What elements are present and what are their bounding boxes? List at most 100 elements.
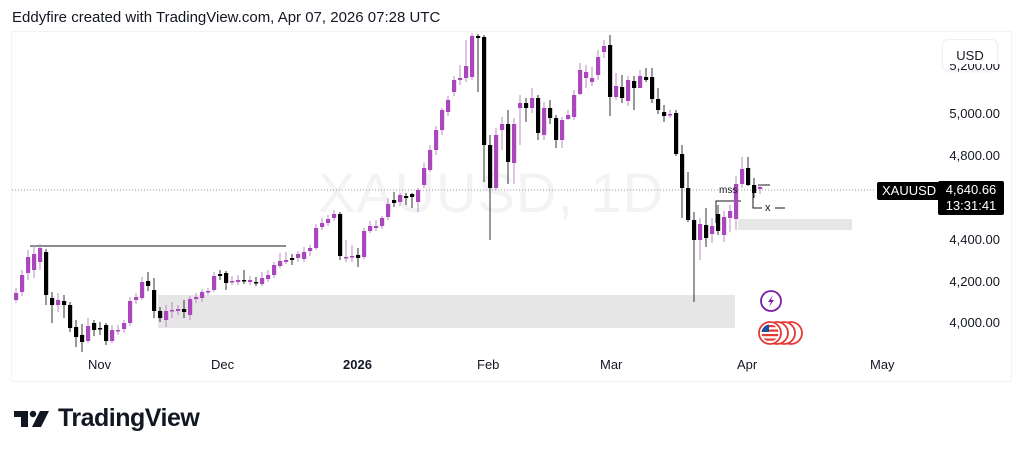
tradingview-logo-icon: [14, 410, 49, 427]
candle: [560, 117, 565, 148]
bar-countdown: 13:31:41: [945, 198, 997, 213]
candle: [392, 192, 397, 207]
candle: [554, 115, 559, 148]
candle: [362, 228, 367, 259]
time-tick-mar: Mar: [600, 357, 623, 372]
tradingview-logo[interactable]: TradingView: [14, 404, 200, 433]
candle: [242, 270, 247, 284]
chart-frame[interactable]: [11, 31, 1012, 382]
attribution-text: Eddyfire created with TradingView.com, A…: [12, 9, 441, 26]
candle: [590, 67, 595, 86]
symbol-tag: XAUUSD: [877, 182, 942, 200]
candle: [668, 110, 673, 118]
candle: [146, 272, 151, 291]
candle: [440, 108, 445, 135]
candle: [470, 33, 475, 80]
time-tick-2026: 2026: [343, 357, 372, 372]
economic-event-flag-icon[interactable]: [758, 320, 806, 346]
candle: [254, 277, 259, 286]
candle: [356, 248, 361, 267]
candle: [404, 193, 409, 205]
candle: [704, 208, 709, 247]
candle: [80, 324, 85, 352]
last-price: 4,640.66: [945, 182, 997, 197]
candle: [452, 76, 457, 96]
candle: [20, 270, 25, 296]
candle: [296, 251, 301, 262]
candle: [674, 110, 679, 156]
candle: [278, 253, 283, 268]
candle: [596, 50, 601, 80]
candle: [128, 297, 133, 326]
candle: [374, 220, 379, 231]
candle: [380, 216, 385, 229]
candle: [710, 218, 715, 243]
candle: [14, 288, 19, 303]
candle: [218, 270, 223, 280]
x-bracket-line: [752, 190, 762, 209]
candle: [620, 75, 625, 103]
candle: [320, 218, 325, 230]
price-tick-4000: 4,000.00: [949, 315, 1000, 330]
candle: [728, 205, 733, 232]
candle: [428, 145, 433, 172]
candle: [230, 276, 235, 285]
candle: [446, 96, 451, 116]
candle: [164, 305, 169, 327]
candle: [632, 76, 637, 110]
candle: [194, 293, 199, 303]
candle: [26, 250, 31, 280]
time-tick-nov: Nov: [88, 357, 112, 372]
candle: [56, 293, 61, 312]
candle: [650, 68, 655, 103]
candle: [398, 193, 403, 206]
candle: [74, 320, 79, 347]
candle: [68, 302, 73, 332]
candle: [434, 126, 439, 155]
candle: [578, 63, 583, 95]
candle: [584, 65, 589, 88]
candle: [134, 293, 139, 304]
candle: [656, 88, 661, 114]
candle: [566, 110, 571, 120]
candle: [524, 98, 529, 122]
candle: [500, 117, 505, 150]
candle: [416, 188, 421, 212]
candle: [260, 272, 265, 286]
candle: [698, 218, 703, 260]
candle: [338, 212, 343, 260]
time-tick-may: May: [870, 357, 895, 372]
candle: [158, 307, 163, 322]
price-tick-4400: 4,400.00: [949, 232, 1000, 247]
candle: [86, 318, 91, 343]
event-lightning-icon[interactable]: [760, 290, 782, 312]
price-tick-4200: 4,200.00: [949, 274, 1000, 289]
candle: [314, 224, 319, 250]
price-tick-5200: 5,200.00: [949, 64, 1000, 73]
x-mark-label[interactable]: x: [765, 202, 771, 214]
demand-zone: [158, 295, 735, 328]
candle: [488, 135, 493, 240]
mss-label[interactable]: mss: [719, 185, 738, 196]
time-tick-apr: Apr: [737, 357, 758, 372]
candle: [122, 320, 127, 333]
candle: [236, 275, 241, 285]
candle: [662, 105, 667, 122]
candle: [476, 34, 481, 92]
time-tick-dec: Dec: [211, 357, 235, 372]
candle: [152, 278, 157, 318]
candle: [38, 244, 43, 270]
currency-button[interactable]: USD: [942, 39, 998, 71]
candle: [530, 88, 535, 113]
candle: [542, 102, 547, 140]
candle: [506, 110, 511, 184]
candle: [62, 295, 67, 318]
candle: [182, 300, 187, 318]
candle: [272, 262, 277, 278]
candle: [104, 323, 109, 345]
candle: [326, 215, 331, 226]
candle: [200, 289, 205, 302]
candle: [116, 325, 121, 335]
candle: [212, 272, 217, 292]
